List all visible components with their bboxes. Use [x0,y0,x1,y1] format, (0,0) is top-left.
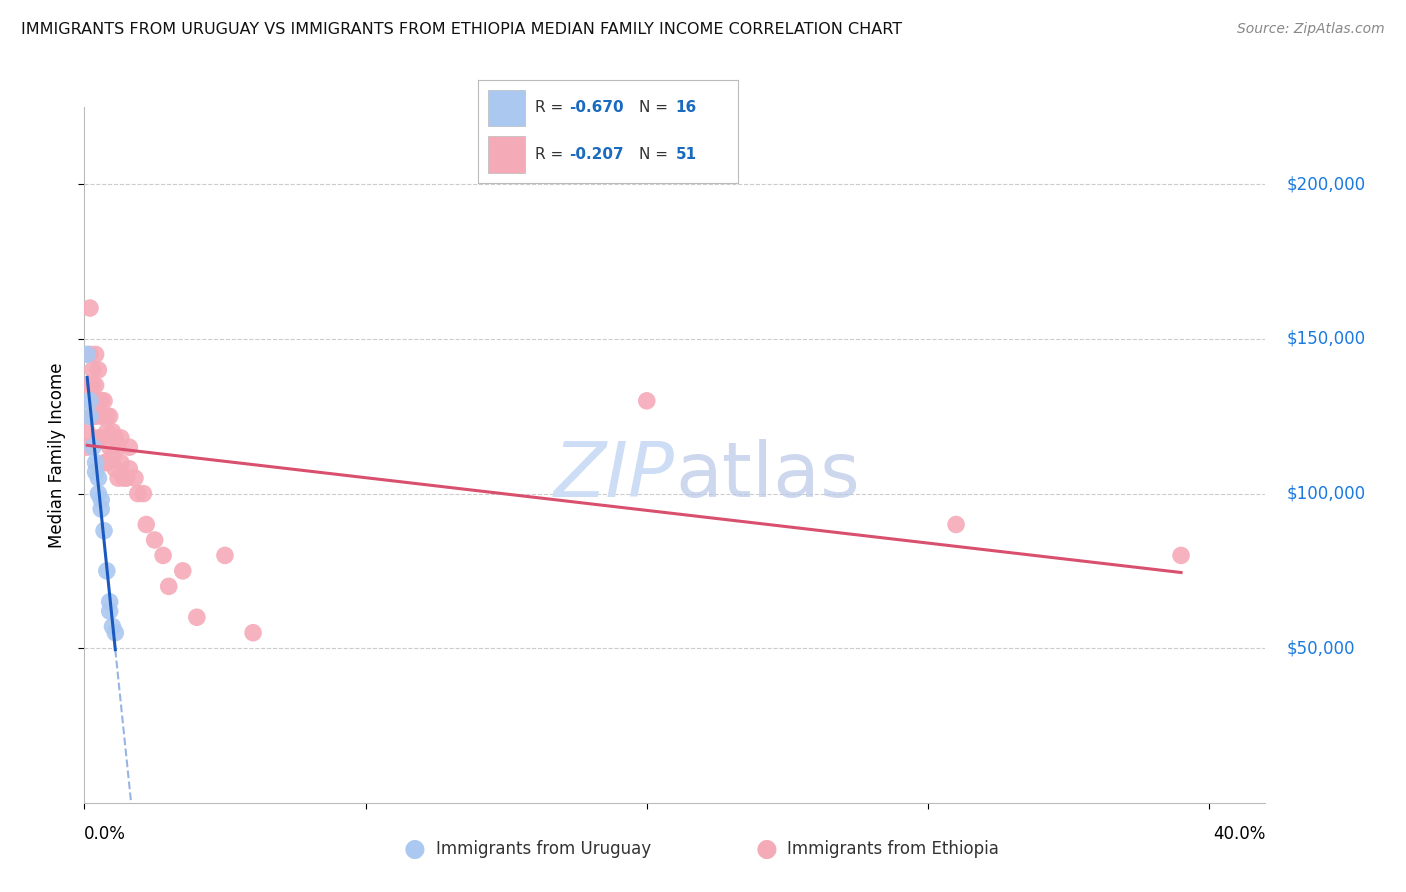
Point [104,625,127,640]
Text: $50,000: $50,000 [1286,640,1355,657]
Point [79,393,101,408]
Point [112,471,135,485]
Point [84,465,107,479]
Text: ●: ● [755,838,778,861]
Point [242,625,264,640]
Point [93,524,115,538]
Point [87,471,110,485]
Point [101,425,124,439]
Point [127,486,149,500]
Point [87,431,110,445]
Point [82,363,104,377]
Point [110,456,132,470]
Text: -0.670: -0.670 [569,101,624,115]
Point [79,301,101,315]
Point [87,363,110,377]
Point [90,393,112,408]
Point [82,378,104,392]
Bar [488,136,524,173]
Text: 0.0%: 0.0% [84,825,127,843]
Point [132,486,155,500]
Point [79,409,101,424]
Text: Immigrants from Ethiopia: Immigrants from Ethiopia [787,840,1000,858]
Point [76,425,98,439]
Point [98,604,121,618]
Text: N =: N = [640,146,673,161]
Text: R =: R = [536,146,568,161]
Point [84,456,107,470]
Point [90,502,112,516]
Point [96,564,118,578]
Point [82,409,104,424]
Point [76,347,98,361]
Point [90,492,112,507]
Point [172,564,194,578]
Point [135,517,157,532]
Point [157,579,180,593]
Point [104,462,127,476]
Text: Source: ZipAtlas.com: Source: ZipAtlas.com [1237,22,1385,37]
Point [87,486,110,500]
Y-axis label: Median Family Income: Median Family Income [48,362,66,548]
Point [124,471,146,485]
Point [110,431,132,445]
Point [214,549,236,563]
Text: $200,000: $200,000 [1286,176,1365,194]
Text: ●: ● [404,838,426,861]
Point [98,409,121,424]
Point [79,378,101,392]
Text: R =: R = [536,101,568,115]
Text: 51: 51 [676,146,697,161]
Point [76,440,98,454]
Point [96,409,118,424]
Point [118,462,141,476]
Point [96,456,118,470]
Point [945,517,967,532]
Point [107,440,129,454]
Text: IMMIGRANTS FROM URUGUAY VS IMMIGRANTS FROM ETHIOPIA MEDIAN FAMILY INCOME CORRELA: IMMIGRANTS FROM URUGUAY VS IMMIGRANTS FR… [21,22,903,37]
Text: -0.207: -0.207 [569,146,624,161]
Point [84,378,107,392]
Point [84,409,107,424]
Point [107,471,129,485]
Point [93,393,115,408]
Point [101,619,124,633]
Point [82,440,104,454]
Point [104,431,127,445]
Point [118,440,141,454]
Text: atlas: atlas [675,439,859,513]
Point [93,409,115,424]
Point [186,610,208,624]
Text: ZIP: ZIP [554,439,675,513]
Text: $100,000: $100,000 [1286,484,1365,502]
Point [98,595,121,609]
Point [79,347,101,361]
Text: $150,000: $150,000 [1286,330,1365,348]
Text: 16: 16 [676,101,697,115]
Point [84,347,107,361]
Point [96,425,118,439]
Text: 40.0%: 40.0% [1213,825,1265,843]
Point [90,409,112,424]
Text: Immigrants from Uruguay: Immigrants from Uruguay [436,840,651,858]
Point [115,471,138,485]
Point [143,533,166,547]
Point [636,393,658,408]
Point [87,393,110,408]
Text: N =: N = [640,101,673,115]
Point [90,431,112,445]
Point [93,456,115,470]
Point [152,549,174,563]
Point [98,440,121,454]
Bar [488,89,524,127]
Point [1170,549,1192,563]
Point [101,450,124,464]
